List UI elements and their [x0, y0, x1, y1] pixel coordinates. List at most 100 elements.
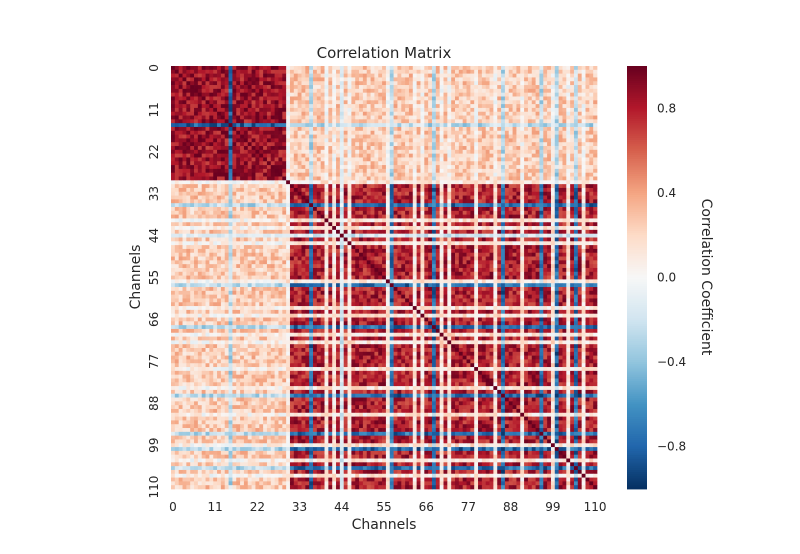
heatmap-cell [339, 210, 345, 215]
heatmap-cell [539, 149, 544, 154]
heatmap-cell [466, 96, 471, 101]
heatmap-cell [293, 214, 298, 219]
heatmap-cell [182, 161, 187, 166]
heatmap-cell [485, 100, 490, 105]
heatmap-cell [228, 210, 233, 215]
heatmap-cell [385, 191, 391, 196]
heatmap-cell [289, 142, 295, 147]
heatmap-cell [370, 100, 375, 105]
heatmap-cell [593, 180, 598, 185]
heatmap-cell [201, 73, 206, 78]
heatmap-cell [435, 187, 440, 193]
heatmap-cell [316, 96, 322, 101]
heatmap-cell [282, 149, 287, 154]
heatmap-cell [431, 73, 437, 78]
heatmap-cell [573, 119, 579, 124]
heatmap-cell [589, 73, 594, 78]
heatmap-cell [270, 210, 275, 215]
heatmap-cell [201, 138, 206, 143]
heatmap-cell [240, 195, 245, 200]
heatmap-cell [428, 149, 433, 154]
heatmap-cell [259, 142, 264, 147]
heatmap-cell [178, 100, 183, 105]
heatmap-cell [389, 207, 394, 212]
heatmap-cell [581, 130, 586, 135]
heatmap-cell [259, 161, 264, 166]
heatmap-cell [478, 126, 483, 132]
heatmap-cell [355, 226, 360, 231]
heatmap-cell [520, 222, 525, 227]
heatmap-cell [424, 187, 429, 193]
heatmap-cell [328, 138, 333, 143]
heatmap-cell [351, 172, 356, 177]
heatmap-cell [247, 81, 252, 86]
heatmap-cell [508, 111, 513, 116]
heatmap-cell [201, 199, 206, 204]
heatmap-cell [336, 165, 341, 170]
heatmap-cell [455, 81, 460, 86]
heatmap-cell [347, 126, 352, 132]
heatmap-cell [489, 73, 494, 78]
heatmap-cell [255, 138, 260, 143]
heatmap-cell [577, 153, 582, 158]
heatmap-cell [581, 107, 586, 113]
heatmap-cell [570, 66, 575, 71]
heatmap-cell [263, 88, 268, 94]
heatmap-cell [232, 100, 237, 105]
heatmap-cell [217, 69, 222, 74]
heatmap-cell [282, 191, 287, 196]
heatmap-cell [370, 92, 375, 97]
heatmap-cell [481, 85, 487, 90]
heatmap-cell [347, 199, 352, 204]
heatmap-cell [266, 138, 272, 143]
heatmap-cell [428, 214, 433, 219]
heatmap-cell [263, 184, 268, 189]
heatmap-cell [547, 191, 552, 196]
heatmap-cell [447, 226, 452, 231]
heatmap-cell [455, 203, 460, 208]
heatmap-cell [527, 218, 533, 223]
heatmap-cell [527, 172, 533, 177]
heatmap-cell [274, 157, 279, 162]
heatmap-cell [401, 142, 406, 147]
heatmap-cell [385, 119, 391, 124]
heatmap-cell [493, 176, 498, 181]
heatmap-cell [585, 134, 590, 139]
heatmap-cell [520, 111, 525, 116]
heatmap-cell [462, 199, 467, 204]
heatmap-cell [328, 172, 333, 177]
heatmap-cell [543, 184, 548, 189]
heatmap-cell [343, 107, 348, 113]
heatmap-cell [408, 130, 414, 135]
heatmap-cell [481, 146, 487, 151]
heatmap-cell [339, 180, 345, 185]
heatmap-cell [593, 66, 598, 71]
heatmap-cell [228, 176, 233, 181]
heatmap-cell [320, 138, 325, 143]
heatmap-cell [585, 161, 590, 166]
heatmap-cell [539, 207, 544, 212]
heatmap-cell [336, 115, 341, 120]
heatmap-cell [405, 73, 410, 78]
heatmap-cell [220, 96, 226, 101]
heatmap-cell [278, 96, 283, 101]
heatmap-cell [501, 88, 506, 94]
heatmap-cell [504, 123, 510, 128]
heatmap-cell [581, 88, 586, 94]
heatmap-cell [535, 168, 540, 174]
heatmap-cell [412, 229, 417, 235]
heatmap-cell [512, 161, 517, 166]
heatmap-cell [205, 81, 210, 86]
heatmap-cell [220, 229, 226, 235]
heatmap-cell [547, 115, 552, 120]
heatmap-cell [393, 149, 398, 154]
heatmap-cell [362, 104, 368, 109]
heatmap-cell [324, 180, 329, 185]
heatmap-cell [531, 184, 536, 189]
heatmap-cell [447, 69, 452, 74]
heatmap-cell [243, 184, 249, 189]
heatmap-cell [194, 218, 199, 223]
heatmap-cell [171, 96, 176, 101]
heatmap-cell [278, 107, 283, 113]
heatmap-cell [389, 180, 394, 185]
